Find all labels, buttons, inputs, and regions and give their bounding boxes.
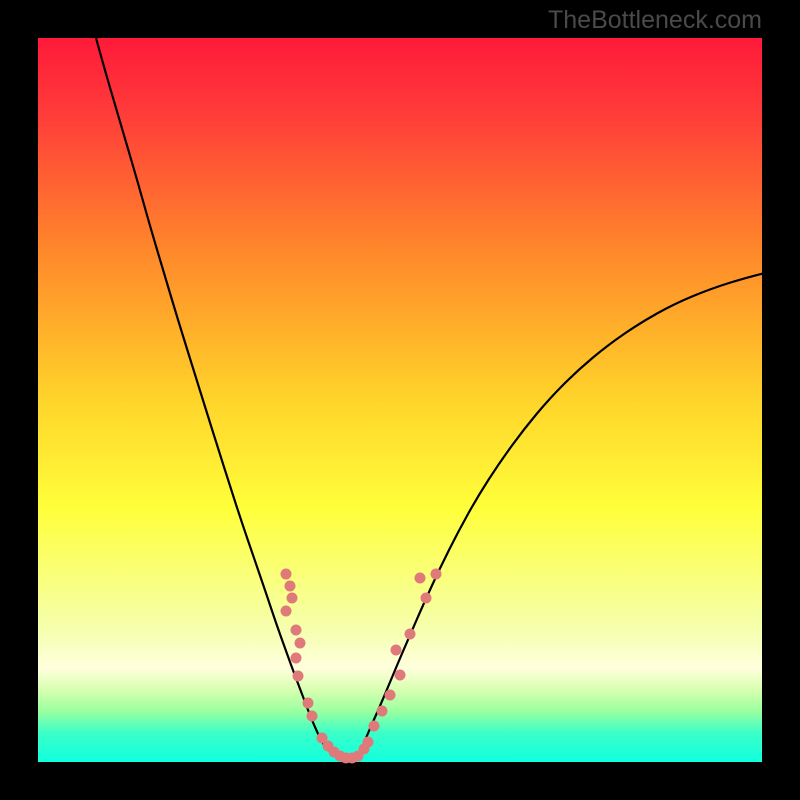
data-marker [431, 569, 442, 580]
data-marker [307, 711, 318, 722]
watermark-text: TheBottleneck.com [548, 6, 762, 35]
data-marker [421, 593, 432, 604]
data-marker [293, 671, 304, 682]
data-marker [391, 645, 402, 656]
data-marker [415, 573, 426, 584]
data-marker [291, 653, 302, 664]
curve-left-branch [96, 38, 320, 738]
data-marker [405, 629, 416, 640]
data-marker [363, 737, 374, 748]
data-marker [281, 606, 292, 617]
data-marker [281, 569, 292, 580]
curve-right-branch [366, 265, 798, 738]
data-marker [395, 670, 406, 681]
plot-area [38, 38, 762, 762]
data-marker [377, 706, 388, 717]
data-marker [369, 721, 380, 732]
data-marker [287, 593, 298, 604]
data-marker [303, 698, 314, 709]
data-marker [295, 638, 306, 649]
markers-group [281, 569, 442, 764]
chart-svg [38, 38, 762, 762]
data-marker [285, 581, 296, 592]
data-marker [291, 625, 302, 636]
data-marker [385, 690, 396, 701]
